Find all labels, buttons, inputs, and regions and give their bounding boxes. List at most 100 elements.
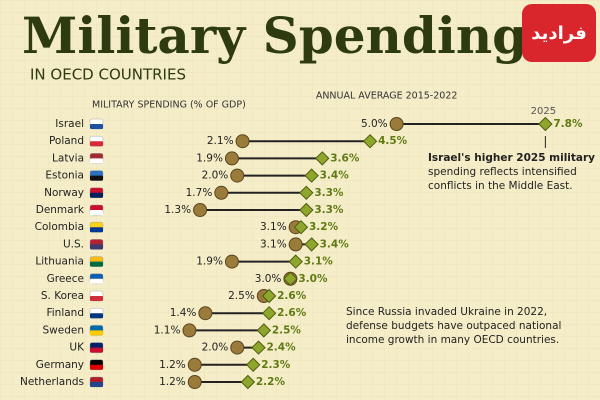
value-label: 2.0% [202,170,229,182]
value-label: 3.0% [255,273,282,285]
value-label: 2.2% [256,376,286,388]
value-label: 2.3% [261,359,291,371]
flag [90,192,103,198]
category-label: Poland [49,135,84,147]
value-label: 1.2% [159,359,186,371]
annotation: Israel's higher 2025 military [428,152,595,164]
dot-average [182,323,197,338]
watermark: فرادید [531,23,587,44]
flag [90,261,103,267]
value-label: 1.9% [196,152,223,164]
category-label: Sweden [43,324,85,336]
value-label: 2.6% [277,290,307,302]
dot-average [187,357,202,372]
category-label: Norway [44,187,84,199]
diamond-2025 [293,219,309,235]
value-label: 3.1% [260,221,287,233]
value-label: 7.8% [553,118,583,130]
value-label: 1.3% [164,204,191,216]
value-label: 4.5% [378,135,408,147]
annotation: conflicts in the Middle East. [428,180,573,192]
value-label: 2.6% [277,307,307,319]
value-label: 2.4% [267,342,297,354]
dot-average [187,375,202,389]
legend-label: 2025 [531,106,556,117]
flag [90,382,103,387]
chart-title: Military Spending [22,6,527,65]
dot-average [214,185,229,200]
category-label: Finland [46,307,84,319]
dot-average [193,203,208,217]
annotation: Since Russia invaded Ukraine in 2022, [346,306,547,318]
annotation: spending reflects intensified [428,166,577,178]
flag [90,278,103,284]
annotation: income growth in many OECD countries. [346,334,559,346]
flag [90,347,103,353]
flag [90,227,103,233]
flag [90,158,103,164]
flag [90,313,103,319]
value-label: 1.2% [159,376,186,388]
diamond-2025 [304,237,319,252]
value-label: 1.9% [196,256,223,268]
value-label: 5.0% [361,118,388,130]
value-label: 2.0% [202,342,229,354]
legend-label: ANNUAL AVERAGE 2015-2022 [316,91,458,102]
diamond-2025 [288,254,303,269]
dot-average [389,117,404,131]
diamond-2025 [256,323,272,338]
diamond-2025 [299,185,314,201]
value-label: 2.5% [228,290,255,302]
flag [90,330,103,336]
diamond-2025 [538,116,553,132]
flag [90,124,103,129]
diamond-2025 [315,151,330,166]
dot-average [198,306,213,321]
category-label: Denmark [36,204,85,216]
diamond-2025 [362,133,378,149]
value-label: 3.3% [314,204,344,216]
value-label: 1.7% [186,187,213,199]
category-label: Colombia [35,221,84,233]
diamond-2025 [261,288,277,304]
category-label: Estonia [45,170,84,182]
value-label: 2.5% [272,324,302,336]
flag [90,244,103,250]
dot-average [224,151,239,166]
value-label: 3.4% [320,170,350,182]
category-label: Israel [55,118,84,130]
value-label: 3.0% [298,273,328,285]
watermark-box [522,4,596,62]
value-label: 3.1% [304,256,334,268]
value-label: 3.4% [320,238,350,250]
category-label: Netherlands [20,376,84,388]
category-label: Latvia [52,152,84,164]
diamond-2025 [261,305,277,321]
diamond-2025 [283,271,298,287]
category-label: Lithuania [35,256,84,268]
value-label: 2.1% [207,135,234,147]
dot-average [230,168,245,183]
flag [90,141,103,147]
value-label: 3.3% [314,187,344,199]
category-label: Greece [47,273,84,285]
subtitle: IN OECD COUNTRIES [30,66,186,84]
value-label: 1.1% [154,324,181,336]
diamond-2025 [251,340,266,355]
annotation: defense budgets have outpaced national [346,320,561,332]
value-label: 1.4% [170,307,197,319]
value-label: 3.1% [260,238,287,250]
category-label: UK [69,342,85,354]
flag [90,364,103,370]
value-label: 3.2% [309,221,339,233]
dot-average [235,134,250,149]
flag [90,296,103,301]
diamond-2025 [240,374,256,390]
flag [90,175,103,181]
value-label: 3.6% [330,152,360,164]
category-label: U.S. [63,238,84,250]
axis-label: MILITARY SPENDING (% OF GDP) [92,100,246,111]
dot-average [230,340,245,355]
category-label: S. Korea [41,290,84,302]
